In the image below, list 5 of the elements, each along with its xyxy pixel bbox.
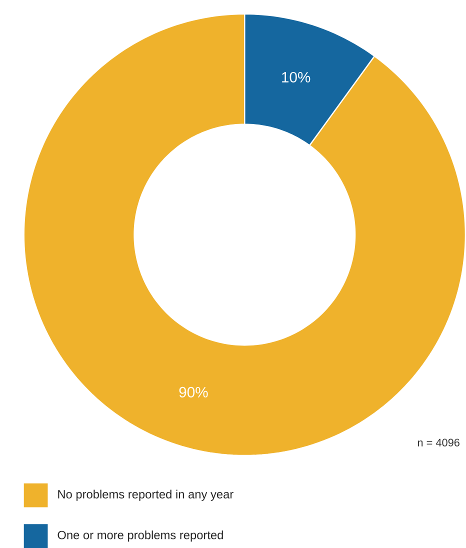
legend-label: No problems reported in any year	[58, 490, 234, 501]
text: n = 4096	[418, 438, 460, 446]
data-label: 10%	[282, 72, 310, 82]
data-label: 90%	[179, 386, 208, 398]
legend-label: One or more problems reported	[58, 530, 223, 542]
